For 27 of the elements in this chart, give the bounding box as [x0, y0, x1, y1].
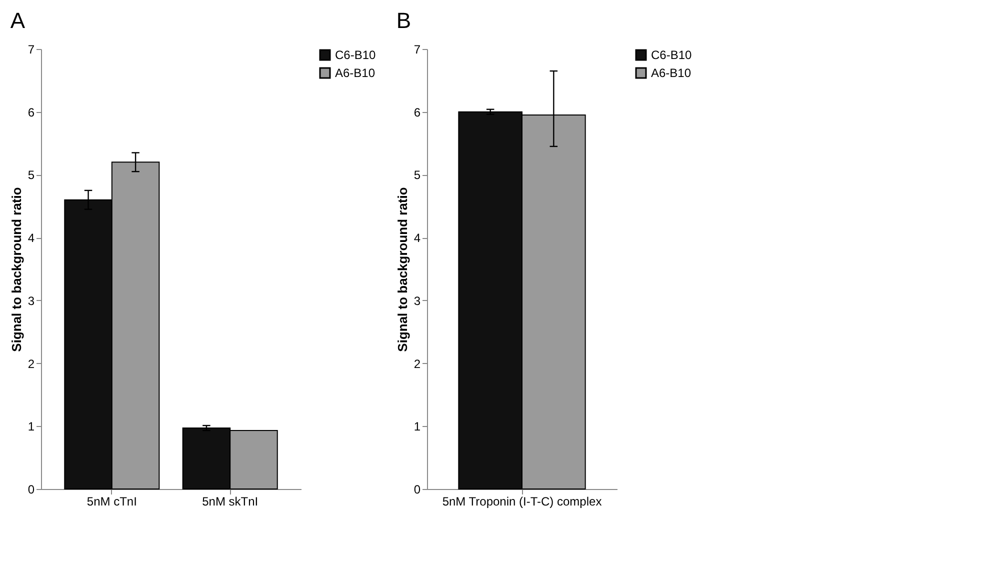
text: B: [396, 8, 412, 33]
y-tick-label: 1: [28, 420, 35, 434]
y-tick-label: 5: [414, 168, 421, 182]
y-tick-label: 6: [28, 105, 35, 120]
x-tick-label: 5nM cTnI: [86, 494, 137, 508]
legend-label: C6-B10: [651, 48, 692, 62]
y-axis-title: Signal to background ratio: [394, 187, 410, 352]
y-tick-label: 1: [414, 420, 421, 434]
legend-label: A6-B10: [651, 66, 692, 80]
y-axis-title: Signal to background ratio: [8, 187, 24, 352]
y-tick-label: 3: [28, 294, 35, 308]
y-tick-label: 5: [28, 168, 35, 182]
legend-label: A6-B10: [335, 66, 376, 80]
y-tick-label: 7: [28, 42, 35, 56]
x-tick-label: 5nM Troponin (I-T-C) complex: [442, 494, 602, 508]
y-tick-label: 6: [414, 105, 421, 120]
y-tick-label: 7: [414, 42, 421, 56]
x-tick-label: 5nM skTnI: [202, 494, 258, 508]
y-tick-label: 4: [414, 231, 421, 246]
y-tick-label: 0: [414, 482, 421, 496]
legend-label: C6-B10: [335, 48, 376, 62]
y-tick-label: 2: [28, 356, 35, 371]
text: A: [10, 8, 26, 33]
y-tick-label: 3: [414, 294, 421, 308]
y-tick-label: 0: [28, 482, 35, 496]
y-tick-label: 2: [414, 356, 421, 371]
y-tick-label: 4: [28, 231, 35, 246]
